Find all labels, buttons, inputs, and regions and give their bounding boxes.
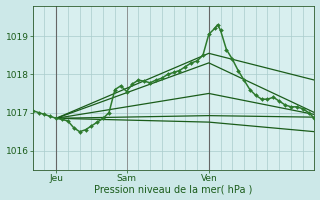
- X-axis label: Pression niveau de la mer( hPa ): Pression niveau de la mer( hPa ): [94, 184, 253, 194]
